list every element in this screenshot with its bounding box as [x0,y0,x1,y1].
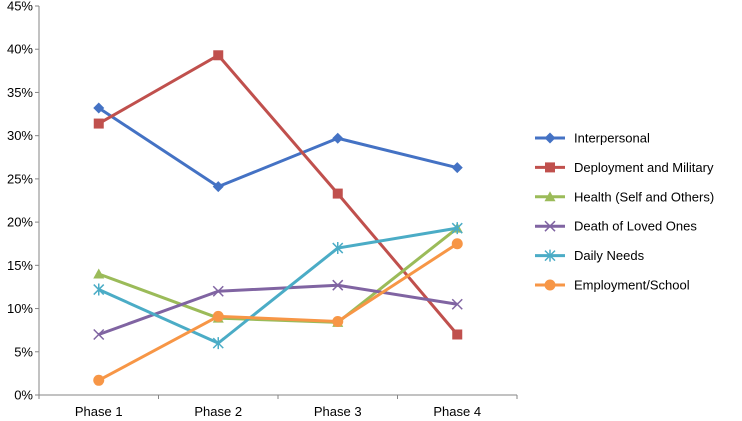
series-4 [93,222,463,350]
y-tick-label: 10% [7,301,33,316]
data-point [332,188,343,199]
data-point [332,242,344,255]
data-point [451,222,463,235]
data-point [93,118,104,129]
data-point [93,102,105,114]
data-point [212,285,224,297]
x-tick-labels: Phase 1 Phase 2 Phase 3 Phase 4 [38,395,518,419]
legend-marker [545,162,555,173]
legend-marker [544,249,556,262]
x-tick-label: Phase 3 [314,404,362,419]
y-tick-label: 30% [7,128,33,143]
y-tick-labels: 0% 5% 10% 15% 20% 25% 30% 35% 40% 45% [7,0,39,403]
series-line [98,226,458,345]
legend-label: Deployment and Military [574,160,714,175]
legend-label: Death of Loved Ones [574,219,697,234]
series-0 [93,102,463,193]
legend-item: Employment/School [535,278,690,293]
series-line [98,283,458,336]
legend: Interpersonal Deployment and Military Heal… [535,131,714,293]
series-1 [93,50,463,340]
y-tick-label: 25% [7,171,33,186]
data-point [451,238,463,250]
legend-item: Death of Loved Ones [535,219,697,234]
data-point [332,316,344,328]
data-point [93,374,105,386]
series-lines [93,50,463,386]
series-line [97,106,458,189]
data-point [93,328,105,341]
axes [38,6,517,396]
y-tick-label: 0% [14,388,33,403]
legend-marker [544,132,556,144]
legend-marker [544,279,556,291]
series-5 [93,238,463,386]
legend-marker [544,191,556,202]
data-point [332,279,344,291]
data-point [93,283,105,296]
y-tick-label: 35% [7,85,33,100]
legend-label: Employment/School [574,278,690,293]
x-tick-label: Phase 2 [194,404,242,419]
y-tick-label: 15% [7,258,33,273]
series-line [98,226,459,324]
data-point [213,50,224,61]
y-tick-label: 5% [14,344,33,359]
data-point [332,132,344,144]
series-line [98,53,459,336]
legend-marker [544,220,556,232]
data-point [451,298,463,310]
x-tick-label: Phase 1 [75,404,123,419]
y-tick-label: 45% [7,0,33,14]
data-point [212,310,224,322]
data-point [452,329,463,340]
data-point [212,337,224,350]
y-tick-label: 40% [7,42,33,57]
x-tick-label: Phase 4 [433,404,481,419]
data-point [212,181,224,193]
data-point [451,162,463,174]
data-point [93,268,105,279]
legend-label: Interpersonal [574,131,650,146]
legend-item: Health (Self and Others) [535,189,714,204]
legend-item: Interpersonal [535,131,650,146]
legend-label: Health (Self and Others) [574,189,714,204]
legend-item: Daily Needs [535,248,645,263]
legend-item: Deployment and Military [535,160,714,175]
legend-label: Daily Needs [574,248,645,263]
series-line [98,242,459,382]
series-3 [93,279,463,341]
y-tick-label: 20% [7,215,33,230]
